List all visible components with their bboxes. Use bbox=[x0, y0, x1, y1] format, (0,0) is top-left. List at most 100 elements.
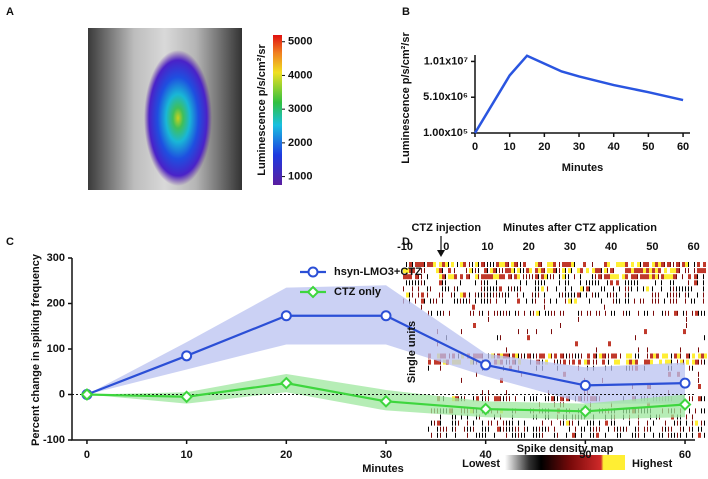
raster-cell bbox=[598, 274, 601, 280]
raster-cell bbox=[560, 323, 561, 328]
raster-cell bbox=[518, 329, 519, 335]
raster-cell bbox=[524, 426, 525, 432]
raster-cell bbox=[527, 353, 530, 359]
raster-cell bbox=[619, 286, 620, 292]
raster-cell bbox=[647, 310, 648, 316]
raster-cell bbox=[509, 396, 510, 402]
raster-cell bbox=[415, 298, 416, 304]
raster-cell bbox=[637, 268, 640, 274]
raster-cell bbox=[530, 310, 531, 316]
marker bbox=[280, 310, 292, 322]
raster-cell bbox=[652, 268, 655, 274]
raster-cell bbox=[545, 396, 546, 402]
raster-cell bbox=[518, 353, 519, 359]
raster-cell bbox=[631, 280, 632, 286]
raster-cell bbox=[703, 298, 704, 304]
raster-cell bbox=[698, 347, 699, 353]
raster-cell bbox=[658, 298, 659, 304]
raster-cell bbox=[493, 268, 496, 274]
y-tick-label: 0 bbox=[59, 388, 65, 400]
raster-cell bbox=[476, 414, 477, 420]
raster-cell bbox=[547, 274, 548, 280]
raster-cell bbox=[457, 286, 458, 292]
raster-cell bbox=[491, 420, 492, 426]
raster-cell bbox=[670, 280, 671, 286]
raster-cell bbox=[670, 286, 671, 292]
raster-cell bbox=[437, 310, 438, 316]
raster-cell bbox=[509, 420, 510, 426]
raster-cell bbox=[616, 262, 619, 267]
raster-cell bbox=[500, 335, 501, 341]
raster-cell bbox=[652, 274, 655, 280]
raster-cell bbox=[688, 268, 689, 274]
raster-cell bbox=[475, 298, 476, 304]
raster-cell bbox=[497, 420, 498, 426]
raster-cell bbox=[424, 268, 425, 274]
raster-cell bbox=[442, 268, 443, 274]
raster-cell bbox=[628, 280, 629, 286]
raster-cell bbox=[466, 268, 467, 274]
raster-cell bbox=[664, 262, 665, 267]
raster-cell bbox=[601, 268, 602, 274]
y-tick-label: -100 bbox=[43, 434, 65, 446]
raster-cell bbox=[418, 280, 419, 286]
raster-cell bbox=[674, 420, 675, 426]
raster-cell bbox=[653, 353, 656, 359]
raster-cell bbox=[607, 262, 610, 267]
raster-cell bbox=[581, 432, 582, 438]
marker bbox=[181, 350, 193, 362]
raster-cell bbox=[662, 432, 663, 438]
raster-cell bbox=[566, 432, 567, 438]
raster-cell bbox=[497, 335, 498, 341]
raster-cell bbox=[424, 298, 425, 304]
raster-cell bbox=[569, 420, 570, 426]
raster-cell bbox=[433, 298, 434, 304]
x-tick-label: 10 bbox=[504, 141, 516, 153]
raster-cell bbox=[614, 353, 617, 359]
raster-cell bbox=[536, 426, 537, 432]
raster-cell bbox=[464, 396, 465, 402]
raster-cell bbox=[437, 426, 438, 432]
raster-cell bbox=[412, 286, 413, 292]
raster-cell bbox=[701, 359, 702, 365]
raster-cell bbox=[554, 426, 555, 432]
raster-cell bbox=[406, 262, 407, 267]
raster-cell bbox=[691, 298, 692, 304]
raster-cell bbox=[622, 262, 625, 267]
raster-cell bbox=[527, 329, 528, 335]
raster-cell bbox=[643, 274, 646, 280]
raster-cell bbox=[670, 292, 671, 298]
raster-cell bbox=[611, 353, 614, 359]
raster-cell bbox=[680, 359, 683, 365]
raster-cell bbox=[668, 426, 669, 432]
raster-cell bbox=[430, 298, 431, 304]
raster-cell bbox=[454, 292, 455, 298]
raster-cell bbox=[628, 286, 629, 292]
raster-cell bbox=[602, 353, 605, 359]
raster-cell bbox=[655, 280, 656, 286]
raster-cell bbox=[541, 280, 542, 286]
raster-cell bbox=[403, 268, 406, 274]
raster-cell bbox=[674, 353, 677, 359]
raster-cell bbox=[506, 310, 507, 316]
raster-cell bbox=[689, 365, 690, 371]
raster-cell bbox=[502, 292, 503, 298]
raster-cell bbox=[671, 353, 672, 359]
raster-cell bbox=[500, 310, 501, 316]
raster-cell bbox=[458, 420, 459, 426]
raster-cell bbox=[418, 274, 419, 280]
chart-title: Minutes after CTZ application bbox=[503, 222, 657, 234]
raster-cell bbox=[536, 329, 537, 335]
raster-cell bbox=[530, 353, 531, 359]
raster-cell bbox=[638, 432, 639, 438]
raster-cell bbox=[649, 268, 652, 274]
raster-cell bbox=[511, 286, 512, 292]
raster-cell bbox=[625, 268, 628, 274]
raster-cell bbox=[542, 420, 543, 426]
raster-cell bbox=[497, 426, 500, 432]
raster-cell bbox=[650, 359, 653, 365]
raster-cell bbox=[553, 268, 556, 274]
raster-cell bbox=[632, 359, 635, 365]
raster-cell bbox=[598, 280, 599, 286]
raster-cell bbox=[421, 268, 422, 274]
